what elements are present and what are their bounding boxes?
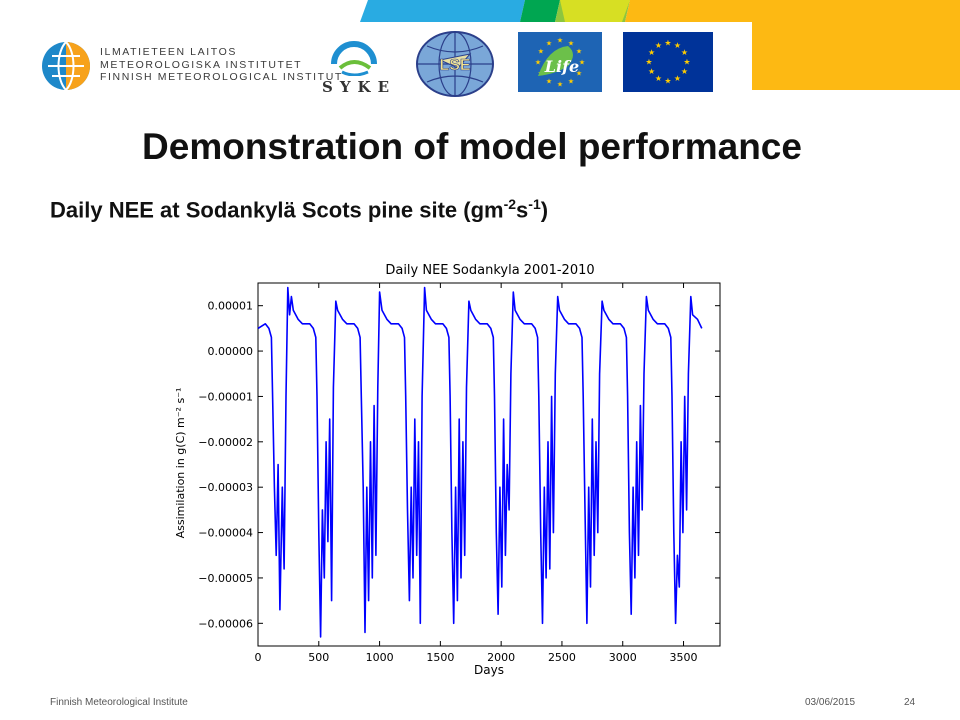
banner-stripe-lime [560, 0, 630, 22]
x-tick-label: 500 [308, 651, 329, 664]
fmi-line-1: ILMATIETEEN LAITOS [100, 46, 237, 58]
y-tick-label: −0.00006 [198, 617, 253, 630]
syke-logo[interactable]: SYKE [320, 36, 400, 96]
y-tick-label: −0.00004 [198, 527, 253, 540]
lse-wordmark: LSE [439, 57, 470, 74]
x-tick-label: 2000 [487, 651, 515, 664]
page-title: Demonstration of model performance [142, 126, 802, 167]
star-icon: ★ [674, 74, 681, 83]
footer-page-number: 24 [904, 697, 916, 708]
star-icon: ★ [655, 41, 662, 50]
footer-date: 03/06/2015 [805, 697, 856, 708]
y-tick-label: 0.00001 [208, 300, 254, 313]
star-icon: ★ [546, 39, 552, 47]
life-flag-icon: ★★★★★★★★★★★★ Life [518, 32, 602, 92]
fmi-globe-icon [42, 41, 90, 91]
star-icon: ★ [576, 47, 582, 55]
y-tick-label: −0.00002 [198, 436, 253, 449]
y-axis-label: Assimilation in g(C) m⁻² s⁻¹ [174, 388, 187, 539]
y-tick-label: −0.00001 [198, 390, 253, 403]
x-tick-label: 0 [255, 651, 262, 664]
star-icon: ★ [681, 48, 688, 57]
y-tick-label: −0.00003 [198, 481, 253, 494]
nee-series-line [257, 286, 703, 638]
star-icon: ★ [538, 47, 544, 55]
x-tick-label: 3000 [609, 651, 637, 664]
star-icon: ★ [683, 58, 690, 67]
star-icon: ★ [535, 58, 541, 66]
star-icon: ★ [557, 36, 563, 44]
star-icon: ★ [557, 80, 563, 88]
y-tick-label: 0.00000 [208, 345, 254, 358]
color-banner [360, 0, 960, 90]
fmi-logo[interactable]: ILMATIETEEN LAITOS METEOROLOGISKA INSTIT… [40, 40, 341, 100]
life-wordmark: Life [544, 57, 579, 76]
subtitle-main: Daily NEE at Sodankylä Scots pine site (… [50, 197, 504, 223]
fmi-line-3: FINNISH METEOROLOGICAL INSTITUT [100, 71, 343, 83]
lse-logo[interactable]: LSE [412, 30, 498, 98]
syke-wordmark: SYKE [322, 78, 397, 96]
nee-line-chart: Daily NEE Sodankyla 2001-2010 0 500 1000 15… [174, 263, 721, 677]
fmi-line-2: METEOROLOGISKA INSTITUTET [100, 58, 303, 71]
x-tick-label: 3500 [670, 651, 698, 664]
eu-flag-logo[interactable]: ★ ★ ★ ★ ★ ★ ★ ★ ★ ★ ★ ★ [623, 32, 713, 92]
footer-institute: Finnish Meteorological Institute [50, 697, 188, 708]
star-icon: ★ [576, 69, 582, 77]
fmi-wordmark: ILMATIETEEN LAITOS METEOROLOGISKA INSTIT… [100, 46, 343, 84]
star-icon: ★ [655, 74, 662, 83]
banner-stripe-blue [360, 0, 525, 22]
chart-title: Daily NEE Sodankyla 2001-2010 [385, 263, 594, 278]
x-tick-label: 1500 [426, 651, 454, 664]
star-icon: ★ [645, 58, 652, 67]
plot-frame [257, 282, 721, 647]
star-icon: ★ [681, 67, 688, 76]
eu-life-logo[interactable]: ★★★★★★★★★★★★ Life [518, 32, 602, 92]
banner-stripe-green [520, 0, 560, 22]
subtitle: Daily NEE at Sodankylä Scots pine site (… [50, 196, 548, 223]
subtitle-sup-2: -1 [528, 196, 541, 212]
subtitle-sup-1: -2 [503, 196, 517, 212]
star-icon: ★ [568, 39, 574, 47]
star-icon: ★ [579, 58, 585, 66]
y-tick-label: −0.00005 [198, 572, 253, 585]
star-icon: ★ [648, 48, 655, 57]
x-tick-label: 1000 [366, 651, 394, 664]
lse-globe-icon: LSE [416, 31, 494, 97]
star-icon: ★ [674, 41, 681, 50]
x-axis-label: Days [474, 663, 504, 677]
star-icon: ★ [546, 77, 552, 85]
star-icon: ★ [568, 77, 574, 85]
x-tick-label: 2500 [548, 651, 576, 664]
star-icon: ★ [664, 39, 671, 48]
eu-flag-icon: ★★★★★★★★★ ★ ★★ [623, 32, 713, 92]
banner-stripe-yellow [625, 0, 960, 90]
syke-wave-icon [331, 41, 377, 77]
star-icon: ★ [664, 77, 671, 86]
subtitle-end: ) [540, 197, 549, 223]
subtitle-mid: s [516, 197, 529, 223]
star-icon: ★ [648, 67, 655, 76]
